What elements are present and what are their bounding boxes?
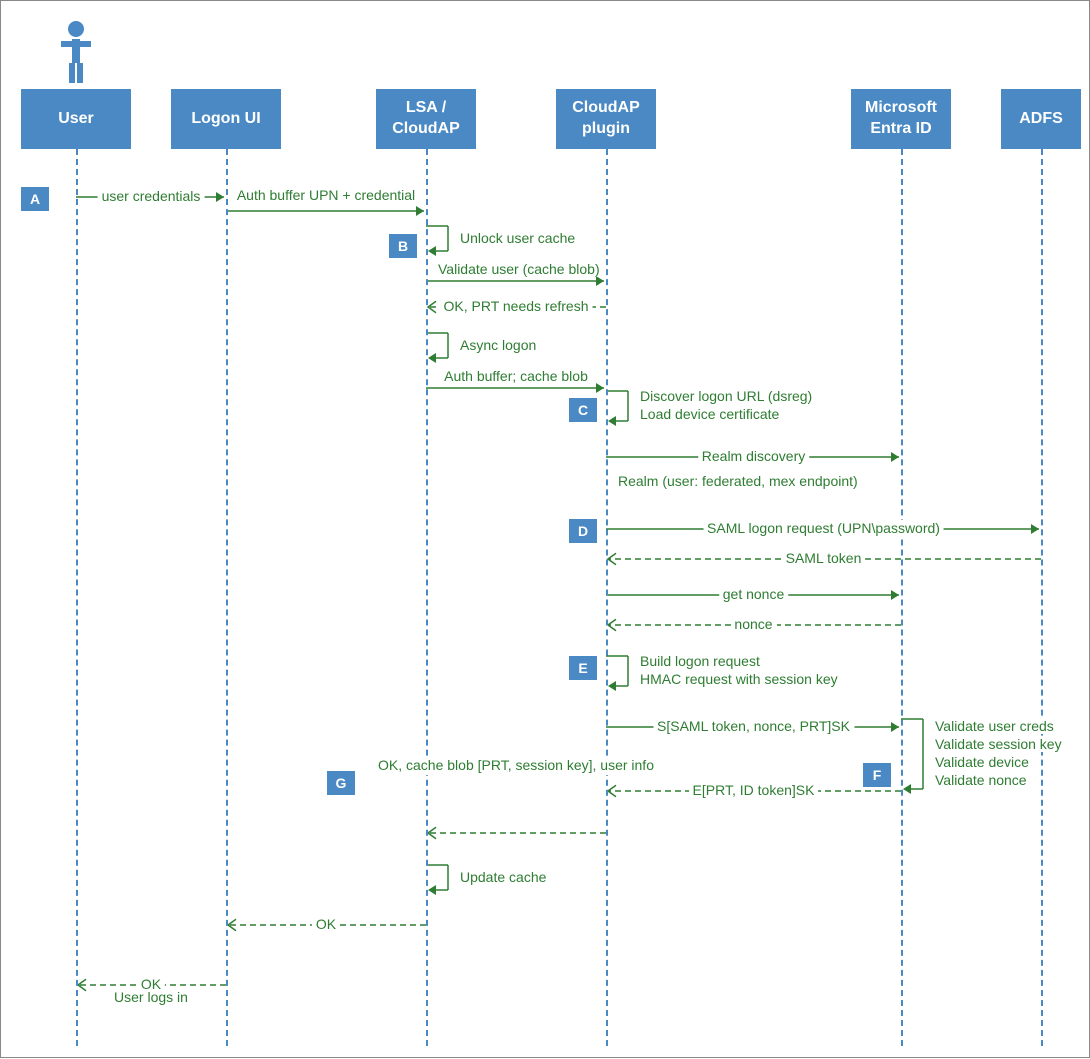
lifeline-plugin — [606, 149, 608, 1046]
message-8-label: Realm discovery — [698, 448, 809, 464]
message-19-label-0: Update cache — [456, 869, 550, 885]
step-badge-c: C — [569, 398, 597, 422]
message-20-label: OK — [312, 916, 340, 932]
sequence-diagram: User Logon UI LSA / CloudAP CloudAP plugin M… — [0, 0, 1090, 1058]
message-16-label-1: Validate session key — [931, 736, 1066, 752]
actor-icon — [61, 21, 91, 83]
message-6-label: Auth buffer; cache blob — [440, 368, 592, 384]
message-3-label: Validate user (cache blob) — [434, 261, 604, 277]
message-14-label-0: Build logon request — [636, 653, 764, 669]
step-badge-d: D — [569, 519, 597, 543]
step-badge-f: F — [863, 763, 891, 787]
message-10-label: SAML logon request (UPN\password) — [703, 520, 944, 536]
lifeline-adfs — [1041, 149, 1043, 1046]
message-16-label-3: Validate nonce — [931, 772, 1031, 788]
message-16-label-2: Validate device — [931, 754, 1033, 770]
participant-logonui: Logon UI — [171, 89, 281, 149]
message-18-label: OK, cache blob [PRT, session key], user … — [374, 756, 658, 775]
step-badge-g: G — [327, 771, 355, 795]
message-0-label: user credentials — [98, 188, 205, 204]
message-5-label-0: Async logon — [456, 337, 540, 353]
participant-adfs: ADFS — [1001, 89, 1081, 149]
message-7-label-0: Discover logon URL (dsreg) — [636, 388, 816, 404]
message-16-label-0: Validate user creds — [931, 718, 1058, 734]
lifeline-logonui — [226, 149, 228, 1046]
lifeline-user — [76, 149, 78, 1046]
message-2-label-0: Unlock user cache — [456, 230, 579, 246]
participant-user: User — [21, 89, 131, 149]
message-17-label: E[PRT, ID token]SK — [689, 782, 819, 798]
step-badge-e: E — [569, 656, 597, 680]
message-9-label: Realm (user: federated, mex endpoint) — [614, 473, 862, 489]
lifeline-entra — [901, 149, 903, 1046]
message-12-label: get nonce — [719, 586, 789, 602]
step-badge-b: B — [389, 234, 417, 258]
participant-entra: Microsoft Entra ID — [851, 89, 951, 149]
message-1-label: Auth buffer UPN + credential — [233, 186, 419, 205]
lifeline-lsa — [426, 149, 428, 1046]
message-11-label: SAML token — [782, 550, 866, 566]
participant-lsa: LSA / CloudAP — [376, 89, 476, 149]
message-15-label: S[SAML token, nonce, PRT]SK — [653, 718, 854, 734]
message-4-label: OK, PRT needs refresh — [440, 298, 593, 314]
participant-plugin: CloudAP plugin — [556, 89, 656, 149]
message-22-label: User logs in — [110, 989, 192, 1005]
message-7-label-1: Load device certificate — [636, 406, 783, 422]
message-13-label: nonce — [730, 616, 776, 632]
step-badge-a: A — [21, 187, 49, 211]
message-14-label-1: HMAC request with session key — [636, 671, 842, 687]
